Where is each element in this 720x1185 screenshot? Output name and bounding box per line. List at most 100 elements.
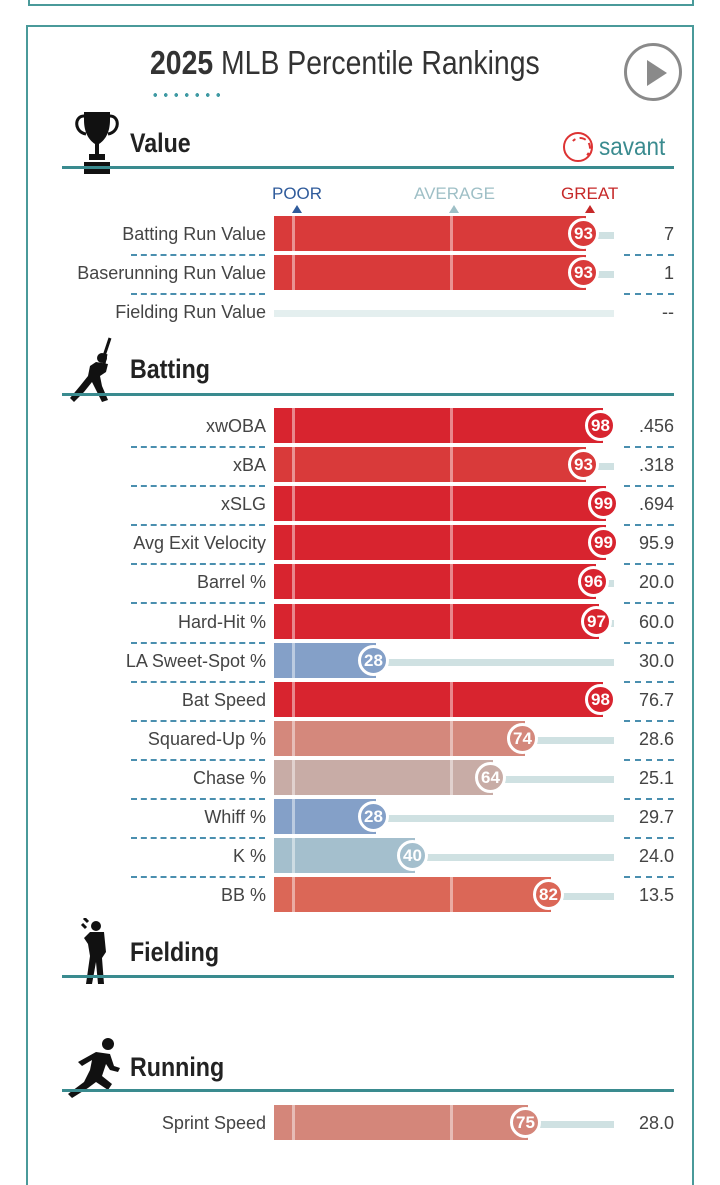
- poor-gridline: [292, 838, 295, 874]
- percentile-bubble: 98: [585, 683, 616, 715]
- poor-gridline: [292, 799, 295, 834]
- percentile-bubble: 97: [581, 605, 612, 637]
- metric-label: Avg Exit Velocity: [133, 533, 266, 554]
- poor-gridline: [292, 877, 295, 913]
- metric-row-la-sweet-spot[interactable]: LA Sweet-Spot % 28 30.0: [0, 642, 720, 683]
- metric-row-batting-run-value[interactable]: Batting Run Value 93 7: [0, 216, 720, 256]
- metric-label: xSLG: [220, 494, 266, 515]
- row-divider-left: [131, 797, 265, 800]
- row-divider-left: [131, 602, 265, 605]
- metric-label: Bat Speed: [181, 689, 266, 710]
- percentile-bar: [274, 720, 525, 756]
- percentile-bubble: 93: [568, 449, 599, 481]
- metric-label: Barrel %: [196, 572, 266, 593]
- metric-row-baserunning-run-value[interactable]: Baserunning Run Value 93 1: [0, 255, 720, 295]
- poor-gridline: [292, 564, 295, 600]
- average-gridline: [450, 486, 453, 522]
- average-gridline: [450, 216, 453, 251]
- fielder-silhouette-icon: [80, 918, 106, 984]
- row-divider-left: [131, 446, 265, 448]
- metric-row-fielding-run-value[interactable]: Fielding Run Value --: [0, 294, 720, 330]
- title-dots: [150, 92, 224, 98]
- row-divider-left: [131, 293, 265, 295]
- row-divider-left: [131, 680, 265, 683]
- metric-row-sprint-speed[interactable]: Sprint Speed 75 28.0: [0, 1105, 720, 1141]
- row-divider-right: [624, 876, 674, 879]
- play-button[interactable]: [624, 43, 682, 101]
- percentile-track: [274, 854, 614, 862]
- metric-value: 25.1: [638, 767, 674, 788]
- metric-value: 7: [663, 224, 674, 244]
- metric-label: Fielding Run Value: [115, 302, 266, 322]
- poor-marker-icon: [292, 205, 303, 213]
- metric-value: 30.0: [638, 650, 674, 671]
- metric-value: .318: [638, 455, 674, 476]
- legend-poor-label: POOR: [272, 184, 323, 203]
- title-text: MLB Percentile Rankings: [221, 44, 540, 81]
- metric-row-xba[interactable]: xBA 93 .318: [0, 447, 720, 488]
- metric-value: .456: [638, 416, 674, 436]
- metric-row-bat-speed[interactable]: Bat Speed 98 76.7: [0, 681, 720, 722]
- legend-great-label: GREAT: [561, 184, 619, 203]
- percentile-bubble: 82: [533, 879, 564, 911]
- average-gridline: [450, 447, 453, 483]
- metric-value: 95.9: [638, 533, 674, 554]
- metric-row-squared-up[interactable]: Squared-Up % 74 28.6: [0, 720, 720, 761]
- metric-value: 20.0: [638, 572, 674, 593]
- section-title-fielding: Fielding: [130, 937, 220, 967]
- percentile-bar: [274, 681, 603, 717]
- metric-row-whiff[interactable]: Whiff % 28 29.7: [0, 799, 720, 839]
- savant-label: savant: [599, 132, 666, 161]
- percentile-bubble: 96: [578, 566, 609, 598]
- row-divider-left: [131, 758, 265, 761]
- metric-label: Squared-Up %: [147, 728, 266, 749]
- metric-row-xslg[interactable]: xSLG 99 .694: [0, 486, 720, 527]
- section-rule-running: [62, 1089, 674, 1092]
- percentile-bar: [274, 838, 415, 874]
- metric-value: 24.0: [638, 846, 674, 867]
- percentile-track: [274, 310, 614, 317]
- metric-value: 76.7: [638, 689, 674, 710]
- metric-label: Chase %: [192, 767, 266, 788]
- metric-row-hard-hit[interactable]: Hard-Hit % 97 60.0: [0, 603, 720, 644]
- average-gridline: [450, 681, 453, 717]
- metric-value: 29.7: [638, 807, 674, 827]
- metric-label: Sprint Speed: [161, 1113, 266, 1133]
- percentile-track: [274, 658, 614, 666]
- metric-row-chase[interactable]: Chase % 64 25.1: [0, 759, 720, 800]
- section-rule-value: [62, 166, 674, 169]
- percentile-card: [26, 25, 694, 1185]
- row-divider-right: [624, 797, 674, 800]
- metric-row-avg-exit-velocity[interactable]: Avg Exit Velocity 99 95.9: [0, 525, 720, 566]
- poor-gridline: [292, 447, 295, 483]
- metric-label: K %: [232, 846, 266, 867]
- row-divider-right: [624, 254, 674, 256]
- poor-gridline: [292, 603, 295, 639]
- metric-row-k[interactable]: K % 40 24.0: [0, 838, 720, 879]
- savant-logo[interactable]: savant: [563, 130, 673, 164]
- poor-gridline: [292, 1105, 295, 1140]
- metric-row-barrel[interactable]: Barrel % 96 20.0: [0, 564, 720, 605]
- row-divider-right: [624, 641, 674, 644]
- batter-silhouette-icon: [70, 337, 112, 402]
- poor-gridline: [292, 759, 295, 795]
- metric-row-xwoba[interactable]: xwOBA 98 .456: [0, 408, 720, 448]
- percentile-bar: [274, 564, 596, 600]
- row-divider-left: [131, 524, 265, 527]
- percentile-bubble: 99: [588, 527, 619, 559]
- metric-row-bb[interactable]: BB % 82 13.5: [0, 877, 720, 913]
- percentile-track: [274, 815, 614, 822]
- percentile-bubble: 28: [358, 644, 389, 676]
- row-divider-right: [624, 837, 674, 839]
- row-divider-right: [624, 719, 674, 722]
- percentile-bar: [274, 255, 586, 290]
- section-title-running: Running: [130, 1052, 225, 1082]
- average-gridline: [450, 759, 453, 795]
- percentile-bubble: 93: [568, 218, 599, 249]
- row-divider-right: [624, 680, 674, 683]
- poor-gridline: [292, 216, 295, 251]
- legend-average-label: AVERAGE: [414, 184, 495, 203]
- metric-value: --: [662, 302, 674, 322]
- average-gridline: [450, 603, 453, 639]
- section-title-batting: Batting: [130, 354, 210, 384]
